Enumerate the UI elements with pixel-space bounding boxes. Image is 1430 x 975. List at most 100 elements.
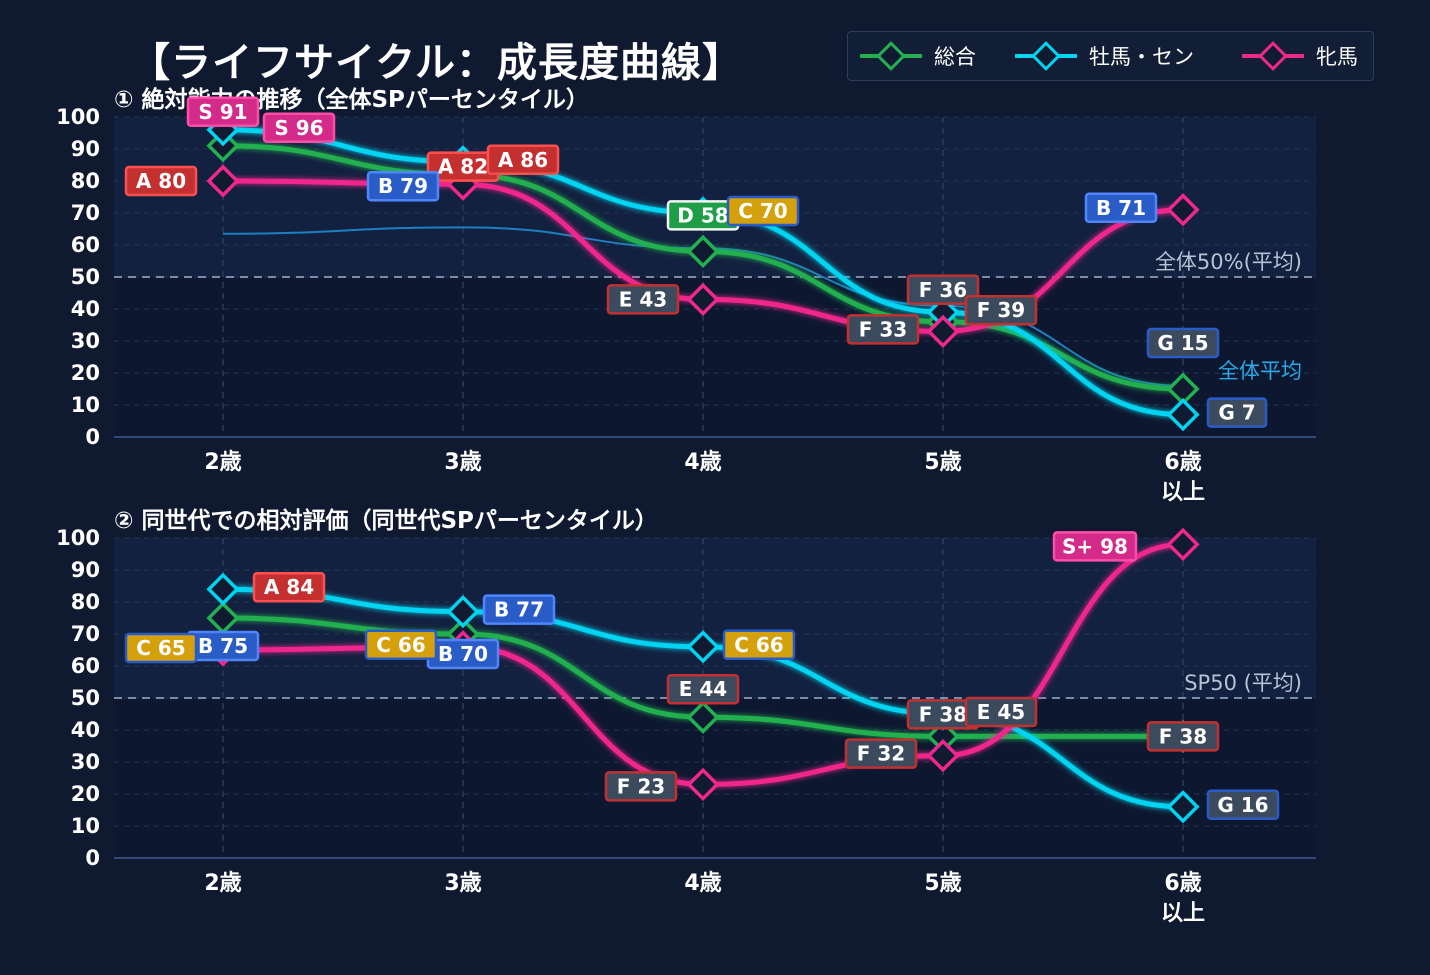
data-label: F 32 — [844, 738, 918, 769]
y-tick-label: 60 — [71, 233, 100, 257]
legend-label-female: 牝馬 — [1316, 45, 1358, 69]
data-point-marker[interactable] — [926, 295, 960, 329]
data-point-marker[interactable] — [1166, 372, 1200, 406]
legend-item-overall[interactable]: 総合 — [858, 32, 976, 80]
legend-item-male[interactable]: 牡馬・セン — [1013, 32, 1194, 80]
data-label-badge — [486, 144, 560, 176]
data-label: F 33 — [846, 314, 920, 345]
y-tick-label: 100 — [56, 105, 100, 129]
data-point-marker[interactable] — [926, 314, 960, 349]
x-tick-label: 2歳 — [204, 871, 241, 896]
y-tick-label: 40 — [71, 297, 100, 321]
legend-label-overall: 総合 — [934, 45, 976, 69]
data-label: B 77 — [482, 594, 556, 625]
data-point-marker[interactable] — [686, 282, 720, 317]
data-label-badge — [482, 594, 556, 625]
data-label-badge — [252, 571, 326, 603]
data-point-marker[interactable] — [1166, 193, 1200, 227]
data-label: S+ 98 — [1052, 531, 1138, 562]
data-label-text: C 70 — [738, 199, 787, 223]
data-label-text: B 75 — [198, 634, 248, 658]
plot-lower-band — [114, 698, 1316, 858]
reference-line-label: 全体50%(平均) — [1155, 250, 1302, 274]
subtitle-relative: ② 同世代での相対評価（同世代SPパーセンタイル） — [114, 508, 658, 534]
y-tick-label: 100 — [56, 526, 100, 550]
data-label-badge — [604, 771, 678, 802]
data-label-text: G 15 — [1157, 331, 1208, 355]
y-tick-label: 80 — [71, 169, 100, 193]
data-label-text: A 84 — [264, 575, 314, 599]
data-point-marker[interactable] — [206, 164, 240, 198]
data-label: B 75 — [186, 630, 260, 662]
data-label-text: E 43 — [619, 287, 667, 311]
legend-female-marker-icon — [1242, 41, 1304, 71]
data-label-badge — [666, 673, 740, 705]
data-label: C 65 — [124, 632, 198, 664]
reference-line-label: SP50 (平均) — [1184, 671, 1302, 695]
legend-item-female[interactable]: 牝馬 — [1240, 32, 1358, 80]
data-label-badge — [1146, 721, 1220, 752]
data-label-text: F 23 — [617, 774, 665, 798]
data-label-badge — [262, 112, 336, 144]
data-label-text: E 45 — [977, 700, 1025, 724]
y-tick-label: 0 — [85, 425, 100, 449]
data-label-text: S 91 — [198, 100, 247, 124]
y-tick-label: 70 — [71, 201, 100, 225]
y-tick-label: 70 — [71, 622, 100, 646]
data-label-text: F 39 — [977, 298, 1025, 322]
legend-label-male: 牡馬・セン — [1089, 45, 1194, 69]
x-tick-label: 3歳 — [444, 450, 481, 475]
data-label: A 84 — [252, 571, 326, 603]
data-label-text: C 66 — [376, 633, 425, 657]
data-point-marker[interactable] — [446, 594, 480, 629]
data-point-marker[interactable] — [686, 767, 720, 802]
data-point-marker[interactable] — [686, 700, 720, 734]
average-line-label: 全体平均 — [1218, 359, 1302, 383]
y-tick-label: 40 — [71, 718, 100, 742]
y-tick-label: 80 — [71, 590, 100, 614]
y-tick-label: 20 — [71, 361, 100, 385]
data-point-marker[interactable] — [206, 601, 240, 635]
data-label-badge — [844, 738, 918, 769]
legend-overall-marker-icon — [860, 41, 922, 71]
data-point-marker[interactable] — [1166, 397, 1200, 432]
data-label-text: G 16 — [1217, 793, 1268, 817]
legend-male-marker-icon — [1015, 41, 1077, 71]
data-point-marker[interactable] — [1166, 790, 1200, 824]
data-label-text: S 96 — [274, 116, 323, 140]
data-label: G 15 — [1146, 327, 1220, 359]
data-label-text: A 82 — [438, 155, 488, 179]
data-label-badge — [722, 629, 796, 661]
data-label-badge — [186, 96, 260, 128]
data-label: E 45 — [964, 696, 1038, 728]
x-tick-label: 5歳 — [924, 871, 961, 896]
data-label-badge — [964, 696, 1038, 728]
data-label-badge — [364, 629, 438, 661]
data-label-badge — [1084, 192, 1158, 224]
data-label: G 7 — [1206, 397, 1268, 428]
data-label: C 66 — [364, 629, 438, 661]
data-label-badge — [906, 274, 980, 306]
data-label-text: S+ 98 — [1062, 534, 1128, 558]
y-tick-label: 50 — [71, 686, 100, 710]
data-label-text: G 7 — [1218, 401, 1255, 425]
data-point-marker[interactable] — [686, 630, 720, 664]
data-label: A 86 — [486, 144, 560, 176]
y-tick-label: 10 — [71, 393, 100, 417]
x-tick-label: 6歳 — [1164, 871, 1201, 896]
data-label-text: A 86 — [498, 148, 548, 172]
chart-title: 【ライフサイクル：成長度曲線】 — [130, 40, 743, 86]
x-tick-label: 5歳 — [924, 450, 961, 475]
data-point-marker[interactable] — [1166, 527, 1200, 562]
data-label: A 82 — [426, 151, 500, 182]
legend: 総合 牡馬・セン 牝馬 — [847, 31, 1374, 81]
data-point-marker[interactable] — [686, 234, 720, 269]
x-tick-label: 3歳 — [444, 871, 481, 896]
y-tick-label: 90 — [71, 137, 100, 161]
y-tick-label: 10 — [71, 814, 100, 838]
y-tick-label: 60 — [71, 654, 100, 678]
data-point-marker[interactable] — [206, 572, 240, 606]
x-tick-label: 6歳 — [1164, 450, 1201, 475]
data-point-marker[interactable] — [926, 738, 960, 773]
